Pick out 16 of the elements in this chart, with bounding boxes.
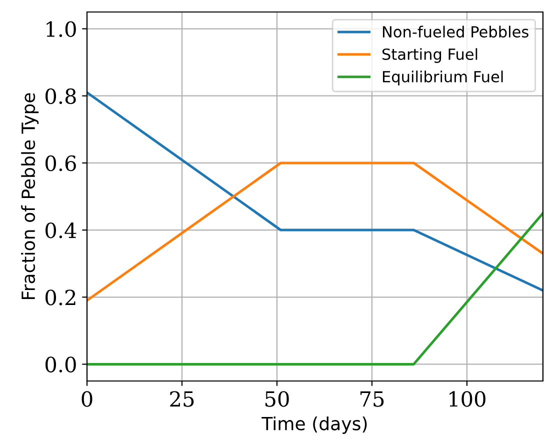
y-tick-label: 0.6 — [46, 155, 76, 172]
legend-label: Equilibrium Fuel — [382, 70, 503, 86]
y-axis-title: Fraction of Pebble Type — [21, 93, 39, 300]
x-axis-title: Time (days) — [262, 416, 367, 434]
legend-label: Non-fueled Pebbles — [382, 26, 528, 38]
y-tick-label: 1.0 — [46, 21, 76, 37]
legend-label: Starting Fuel — [382, 48, 478, 63]
y-tick-label: 0.4 — [46, 222, 76, 238]
x-tick-label: 50 — [265, 391, 289, 407]
x-tick-label: 0 — [82, 391, 92, 407]
x-tick-label: 25 — [170, 391, 194, 407]
y-tick-label: 0.2 — [46, 290, 76, 306]
x-tick-label: 75 — [360, 391, 384, 407]
y-tick-label: 0.8 — [46, 88, 76, 104]
y-tick-label: 0.0 — [46, 356, 76, 372]
x-tick-label: 100 — [450, 391, 486, 407]
